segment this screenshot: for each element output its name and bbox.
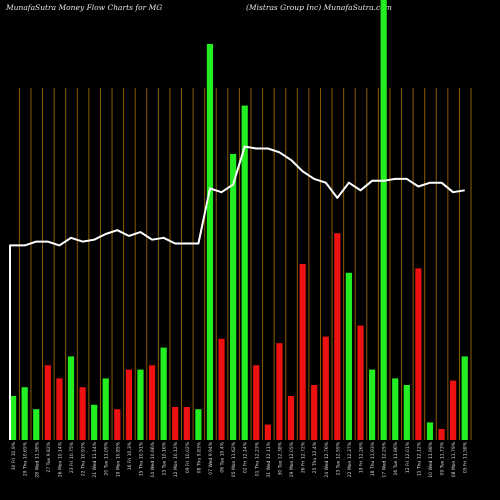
x-tick-label: 05 Mon 11.62% xyxy=(231,441,237,477)
money-flow-bar xyxy=(403,385,410,440)
x-tick-label: 10 Wed 11.98% xyxy=(428,441,434,477)
money-flow-bar xyxy=(160,347,167,440)
x-tick-label: 11 Thu 12.12% xyxy=(416,441,422,476)
x-tick-label: 29 Mon 12.05% xyxy=(289,441,295,477)
money-flow-bar xyxy=(79,387,86,440)
money-flow-bar xyxy=(183,407,190,440)
money-flow-bar xyxy=(368,369,376,440)
x-tick-label: 18 Thu 11.93% xyxy=(370,441,376,476)
x-tick-label: 26 Fri 12.72% xyxy=(301,441,307,473)
volume-bars xyxy=(10,0,468,440)
x-tick-label: 05 Fri 11.58% xyxy=(463,441,469,473)
money-flow-bar xyxy=(415,268,422,440)
money-flow-bar xyxy=(195,409,202,440)
x-tick-label: 28 Wed 11.58% xyxy=(34,441,40,477)
money-flow-bar xyxy=(125,369,132,440)
x-tick-label: 21 Wed 11.14% xyxy=(92,441,98,477)
x-tick-label: 15 Thu 10.51% xyxy=(139,441,145,476)
x-tick-label: 12 Fri 12.01% xyxy=(405,441,411,473)
money-flow-bar xyxy=(345,272,353,440)
money-flow-bar xyxy=(67,356,75,440)
x-tick-label: 29 Thu 10.65% xyxy=(23,441,29,476)
chart-subtitle: (Mistras Group Inc) MunafaSutra.com xyxy=(246,3,392,12)
x-tick-label: 08 Thu 9.83% xyxy=(196,441,202,473)
x-tick-label: 19 Mon 10.85% xyxy=(115,441,121,477)
money-flow-bar xyxy=(276,343,283,440)
money-flow-bar xyxy=(450,380,457,440)
money-flow-bar xyxy=(264,424,271,440)
money-flow-bar xyxy=(253,365,260,440)
money-flow-bar xyxy=(137,369,144,440)
x-tick-label: 07 Wed 9.94% xyxy=(208,441,214,474)
x-axis-labels: 30 Fri 10.9% 29 Thu 10.65% 28 Wed 11.58% 27… xyxy=(11,441,469,477)
x-tick-label: 13 Tue 10.16% xyxy=(162,441,168,475)
money-flow-bar xyxy=(241,105,248,440)
money-flow-bar xyxy=(287,396,295,440)
x-tick-label: 26 Mon 10.14% xyxy=(57,441,63,477)
x-tick-label: 23 Fri 10.75% xyxy=(69,441,75,473)
x-tick-label: 12 Mon 10.12% xyxy=(173,441,179,477)
x-tick-label: 06 Tue 10.4% xyxy=(220,441,226,472)
x-tick-label: 25 Thu 12.4% xyxy=(312,441,318,473)
money-flow-bar xyxy=(461,356,468,440)
money-flow-bar xyxy=(357,325,364,440)
money-flow-bar xyxy=(44,365,51,440)
money-flow-bar xyxy=(206,44,214,440)
money-flow-bar xyxy=(114,409,121,440)
x-tick-label: 08 Mon 11.79% xyxy=(451,441,457,477)
money-flow-bar xyxy=(311,385,318,440)
money-flow-bar xyxy=(33,409,40,440)
money-flow-bar xyxy=(102,378,109,440)
x-tick-label: 20 Tue 11.09% xyxy=(104,441,110,475)
money-flow-bar xyxy=(392,378,399,440)
x-tick-label: 01 Thu 12.23% xyxy=(254,441,260,476)
price-line-layer xyxy=(9,145,465,440)
price-line xyxy=(9,145,465,440)
x-tick-label: 17 Wed 12.25% xyxy=(382,441,388,477)
money-flow-bar xyxy=(91,404,98,440)
x-tick-label: 16 Fri 10.3% xyxy=(127,441,133,470)
money-flow-bar xyxy=(334,233,341,440)
grid-lines xyxy=(18,88,472,440)
money-flow-bar xyxy=(426,422,434,440)
x-tick-label: 16 Tue 11.96% xyxy=(393,441,399,475)
money-flow-bar xyxy=(10,396,17,440)
money-flow-bar xyxy=(299,264,306,440)
x-tick-label: 09 Tue 11.73% xyxy=(440,441,446,475)
x-tick-label: 22 Mon 12.37% xyxy=(347,441,353,477)
x-tick-label: 24 Wed 12.76% xyxy=(324,441,330,477)
x-tick-label: 09 Fri 10.02% xyxy=(185,441,191,473)
money-flow-bar xyxy=(322,336,329,440)
chart-title: MunafaSutra Money Flow Charts for MG xyxy=(6,3,163,12)
x-tick-label: 30 Fri 10.9% xyxy=(11,441,17,470)
money-flow-bar xyxy=(21,387,28,440)
money-flow-bar xyxy=(230,154,237,440)
x-tick-label: 23 Tue 12.59% xyxy=(335,441,341,475)
money-flow-bar xyxy=(172,407,179,440)
x-tick-label: 19 Fri 12.26% xyxy=(359,441,365,473)
x-tick-label: 27 Tue 9.82% xyxy=(46,441,52,472)
money-flow-bar xyxy=(148,365,156,440)
x-tick-label: 31 Wed 12.11% xyxy=(266,441,272,477)
money-flow-bar xyxy=(218,338,225,440)
x-tick-label: 22 Thu 10.93% xyxy=(81,441,87,476)
money-flow-bar xyxy=(56,378,63,440)
money-flow-bar xyxy=(438,429,445,440)
x-tick-label: 02 Fri 12.14% xyxy=(243,441,249,473)
x-tick-label: 14 Wed 10.66% xyxy=(150,441,156,477)
x-tick-label: 30 Tue 12.38% xyxy=(277,441,283,475)
money-flow-bar xyxy=(380,0,387,440)
